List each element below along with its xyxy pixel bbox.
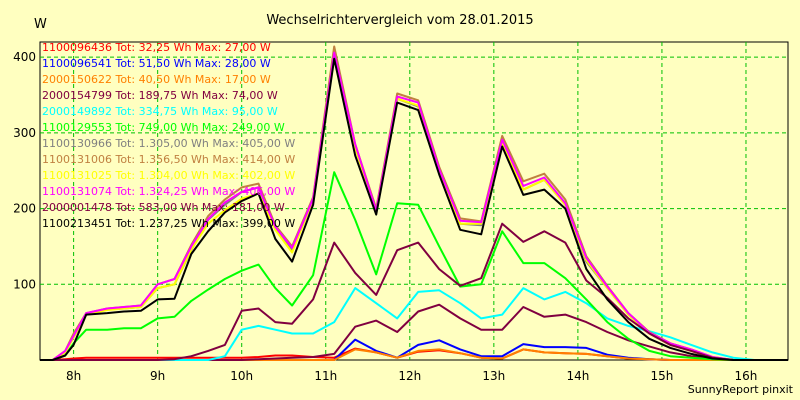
- legend-entry-5: 1100129553 Tot: 749,00 Wh Max: 249,00 W: [42, 121, 285, 134]
- series-lines: [40, 45, 788, 361]
- legend-entry-7: 1100131006 Tot: 1.356,50 Wh Max: 414,00 …: [42, 153, 295, 166]
- footer-credit: SunnyReport pinxit: [688, 383, 794, 396]
- x-tick-label: 15h: [650, 369, 673, 383]
- plot-area: [39, 41, 789, 361]
- x-tick-label: 9h: [150, 369, 165, 383]
- legend-entry-2: 2000150622 Tot: 40,50 Wh Max: 17,00 W: [42, 73, 271, 86]
- y-tick-label: 200: [13, 202, 36, 216]
- legend-entry-11: 1100213451 Tot: 1.237,25 Wh Max: 399,00 …: [42, 217, 295, 230]
- chart-title: Wechselrichtervergleich vom 28.01.2015: [266, 13, 533, 28]
- legend-entry-4: 2000149892 Tot: 334,75 Wh Max: 95,00 W: [42, 105, 278, 118]
- series-line-11: [40, 57, 788, 361]
- legend-entry-8: 1100131025 Tot: 1.304,00 Wh Max: 402,00 …: [42, 169, 295, 182]
- y-tick-label: 300: [13, 126, 36, 140]
- grid: [40, 42, 788, 360]
- x-tick-label: 12h: [398, 369, 421, 383]
- legend-entry-10: 2000001478 Tot: 583,00 Wh Max: 181,00 W: [42, 201, 285, 214]
- x-tick-label: 16h: [735, 369, 758, 383]
- y-tick-label: 100: [13, 277, 36, 291]
- series-line-5: [40, 171, 788, 361]
- x-tick-label: 11h: [314, 369, 337, 383]
- series-line-10: [40, 222, 788, 361]
- legend-entry-6: 1100130966 Tot: 1.305,00 Wh Max: 405,00 …: [42, 137, 295, 150]
- x-tick-label: 14h: [566, 369, 589, 383]
- y-axis-unit-label: W: [34, 17, 47, 32]
- legend-entry-1: 1100096541 Tot: 51,50 Wh Max: 28,00 W: [42, 57, 271, 70]
- legend-entry-9: 1100131074 Tot: 1.324,25 Wh Max: 406,00 …: [42, 185, 295, 198]
- x-tick-label: 10h: [230, 369, 253, 383]
- y-tick-label: 400: [13, 50, 36, 64]
- legend-entry-3: 2000154799 Tot: 189,75 Wh Max: 74,00 W: [42, 89, 278, 102]
- legend-entry-0: 1100096436 Tot: 32,25 Wh Max: 27,00 W: [42, 41, 271, 54]
- legend: 1100096436 Tot: 32,25 Wh Max: 27,00 W 110…: [42, 41, 295, 230]
- x-tick-label: 8h: [66, 369, 81, 383]
- x-tick-label: 13h: [482, 369, 505, 383]
- axis-ticks: 8h 9h 10h 11h 12h 13h 14h 15h 16h 100 200 300 400: [13, 50, 757, 383]
